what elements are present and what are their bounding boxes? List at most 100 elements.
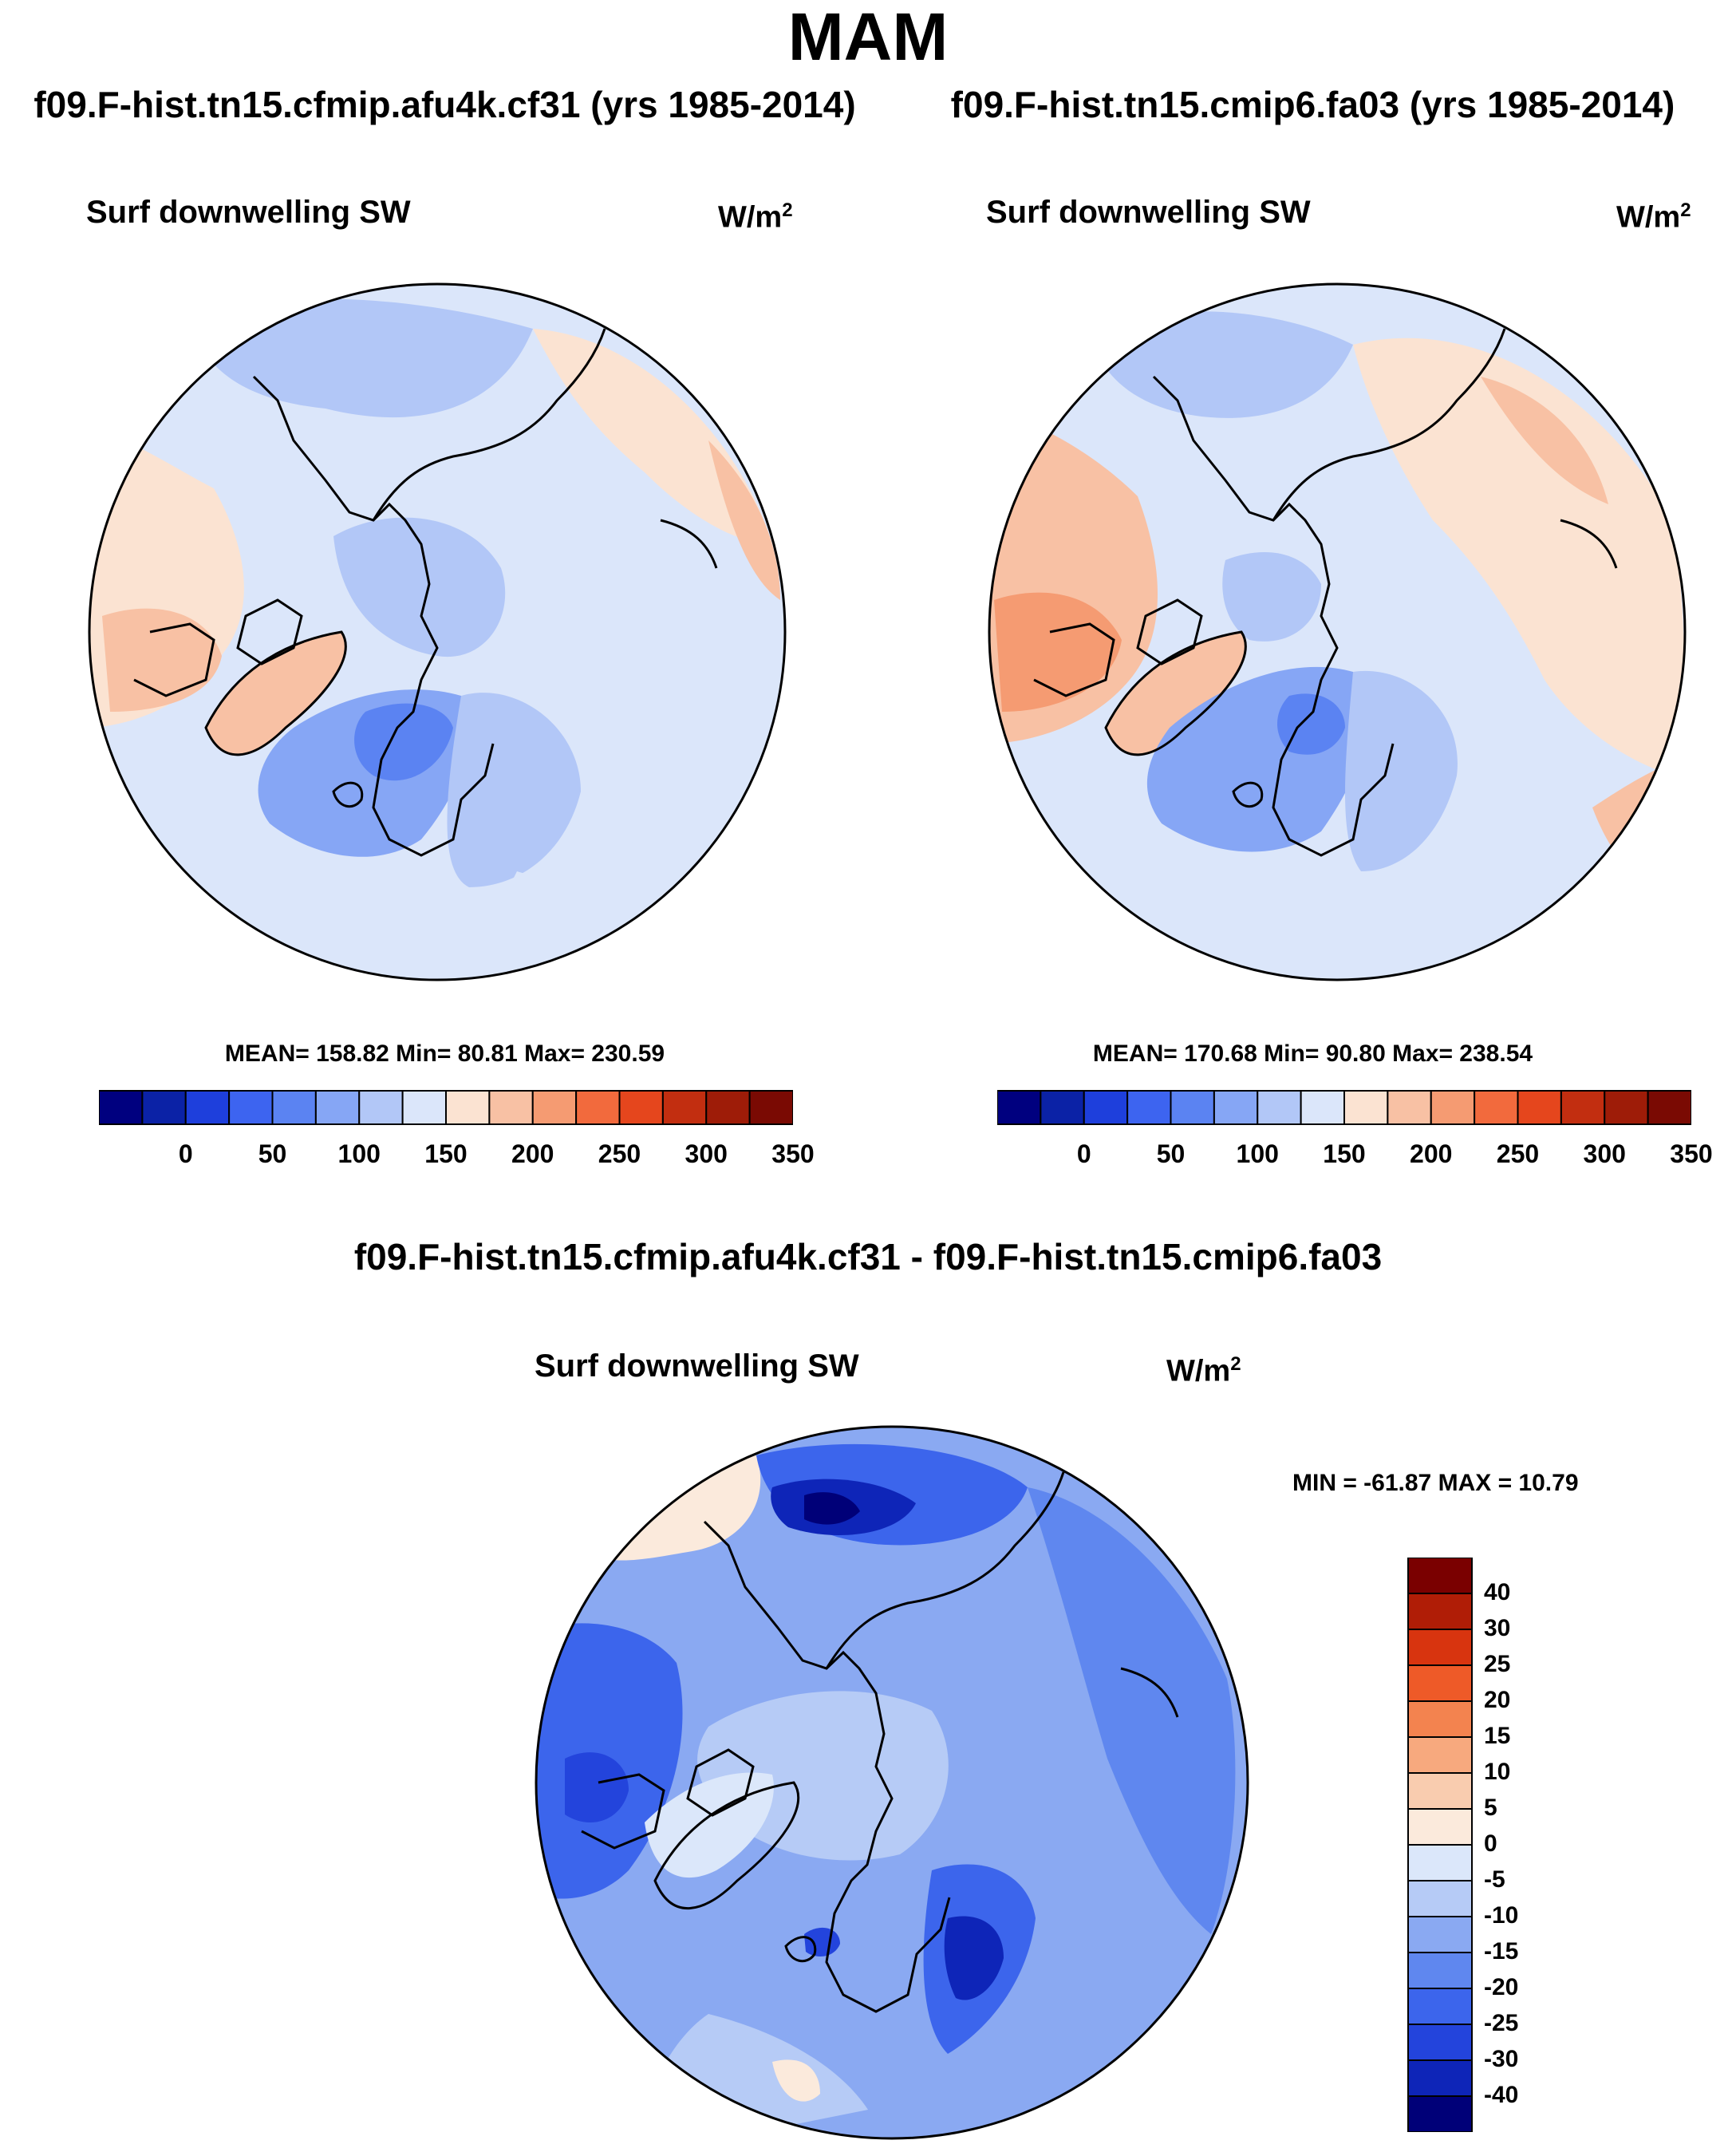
colorbar-swatch [141,1090,187,1125]
colorbar-swatch [1407,2024,1473,2061]
colorbar-tick-label: 30 [1484,1615,1511,1641]
colorbar-swatch [1407,2095,1473,2132]
panel3-eurasia-negative [1028,1487,1236,1934]
colorbar-swatch [1560,1090,1606,1125]
panel2-stats: MEAN= 170.68 Min= 90.80 Max= 238.54 [1092,1040,1533,1067]
colorbar-swatch [1343,1090,1389,1125]
colorbar-swatch [488,1090,534,1125]
panel1-arctic-low [333,517,506,657]
panel1-units: W/m2 [718,199,793,235]
colorbar-swatch [1407,1558,1473,1594]
colorbar-swatch [271,1090,317,1125]
panel1-pacific-low [190,298,533,418]
colorbar-swatch [228,1090,274,1125]
panel1-variable-title: Surf downwelling SW [86,195,411,230]
colorbar-tick-label: 350 [771,1139,815,1168]
colorbar-tick-label: -25 [1484,2010,1519,2036]
panel3-stats: MIN = -61.87 MAX = 10.79 [1292,1470,1579,1496]
colorbar-swatch [575,1090,621,1125]
colorbar-tick-label: 350 [1670,1139,1713,1168]
panel1-map [88,282,787,981]
colorbar-swatch [531,1090,578,1125]
main-title: MAM [787,0,949,74]
colorbar-swatch [705,1090,751,1125]
panel3-units: W/m2 [1166,1353,1241,1388]
colorbar-swatch [314,1090,361,1125]
panel3-map [535,1425,1249,2140]
panel1-run-title: f09.F-hist.tn15.cfmip.afu4k.cf31 (yrs 19… [34,84,856,125]
panel1-map-border [88,282,787,981]
panel2-run-title: f09.F-hist.tn15.cmip6.fa03 (yrs 1985-201… [950,84,1675,125]
panel2-asia-high [1353,338,1684,776]
colorbar-swatch [1213,1090,1259,1125]
colorbar-swatch [1170,1090,1215,1125]
colorbar-swatch [1407,1988,1473,2025]
colorbar-swatch [1407,1700,1473,1738]
colorbar-tick-label: 50 [258,1139,287,1168]
panel3-coastlines [581,1471,1179,2013]
colorbar-tick-label: 20 [1484,1687,1511,1713]
colorbar-tick-label: -10 [1484,1902,1519,1929]
colorbar-swatch [1257,1090,1302,1125]
colorbar-swatch [1517,1090,1562,1125]
panel1-asia-high [533,329,772,544]
colorbar-tick-label: -40 [1484,2082,1519,2108]
panel2-variable-title: Surf downwelling SW [986,195,1311,230]
colorbar-tick-label: 100 [337,1139,381,1168]
colorbar-swatch [1300,1090,1346,1125]
panel2-map [988,282,1687,981]
colorbar-swatch [445,1090,491,1125]
panel3-colorbar [1407,1558,1473,2132]
colorbar-tick-label: -5 [1484,1866,1505,1893]
colorbar-tick-label: 150 [424,1139,468,1168]
colorbar-swatch [358,1090,404,1125]
colorbar-swatch [1387,1090,1432,1125]
colorbar-swatch [1430,1090,1476,1125]
colorbar-swatch [1604,1090,1649,1125]
colorbar-tick-label: 250 [1496,1139,1540,1168]
panel3-map-border [535,1425,1249,2140]
colorbar-tick-label: 300 [685,1139,728,1168]
panel1-stats: MEAN= 158.82 Min= 80.81 Max= 230.59 [224,1040,665,1067]
colorbar-tick-label: 300 [1583,1139,1626,1168]
colorbar-swatch [1407,1736,1473,1774]
colorbar-tick-label: 50 [1156,1139,1186,1168]
colorbar-tick-label: 40 [1484,1579,1511,1605]
colorbar-swatch [1083,1090,1129,1125]
panel2-units: W/m2 [1616,199,1691,235]
colorbar-tick-label: -30 [1484,2046,1519,2072]
colorbar-tick-label: 150 [1323,1139,1366,1168]
colorbar-tick-label: 0 [178,1139,193,1168]
colorbar-swatch [1474,1090,1519,1125]
colorbar-tick-label: 0 [1076,1139,1091,1168]
colorbar-tick-label: 200 [511,1139,554,1168]
colorbar-swatch [1407,1844,1473,1881]
panel2-map-border [988,282,1687,981]
panel3-colorbar-ticks: 40 30 25 20 15 10 5 0 -5 -10 -15 -20 -25 -30 -40 [1484,1558,1580,2132]
colorbar-swatch [1407,2059,1473,2097]
colorbar-swatch [99,1090,144,1125]
colorbar-tick-label: 100 [1236,1139,1279,1168]
colorbar-swatch [748,1090,793,1125]
colorbar-tick-label: -20 [1484,1974,1519,2000]
colorbar-tick-label: 200 [1410,1139,1453,1168]
panel1-colorbar [99,1090,793,1125]
panel3-variable-title: Surf downwelling SW [535,1348,859,1384]
colorbar-tick-label: 250 [598,1139,641,1168]
colorbar-swatch [997,1090,1042,1125]
diff-title: f09.F-hist.tn15.cfmip.afu4k.cf31 - f09.F… [353,1236,1383,1277]
colorbar-swatch [1647,1090,1691,1125]
colorbar-swatch [1407,1952,1473,1989]
colorbar-swatch [618,1090,664,1125]
colorbar-swatch [1040,1090,1085,1125]
colorbar-swatch [1407,1664,1473,1702]
colorbar-swatch [1407,1880,1473,1917]
panel2-colorbar [997,1090,1691,1125]
panel1-coastlines [133,328,718,857]
colorbar-tick-label: 5 [1484,1795,1497,1821]
panel1-greenland [206,632,346,755]
panel1-europe-low [447,693,581,887]
panel2-coastlines [1033,328,1618,857]
colorbar-swatch [1407,1629,1473,1666]
colorbar-swatch [1407,1593,1473,1630]
